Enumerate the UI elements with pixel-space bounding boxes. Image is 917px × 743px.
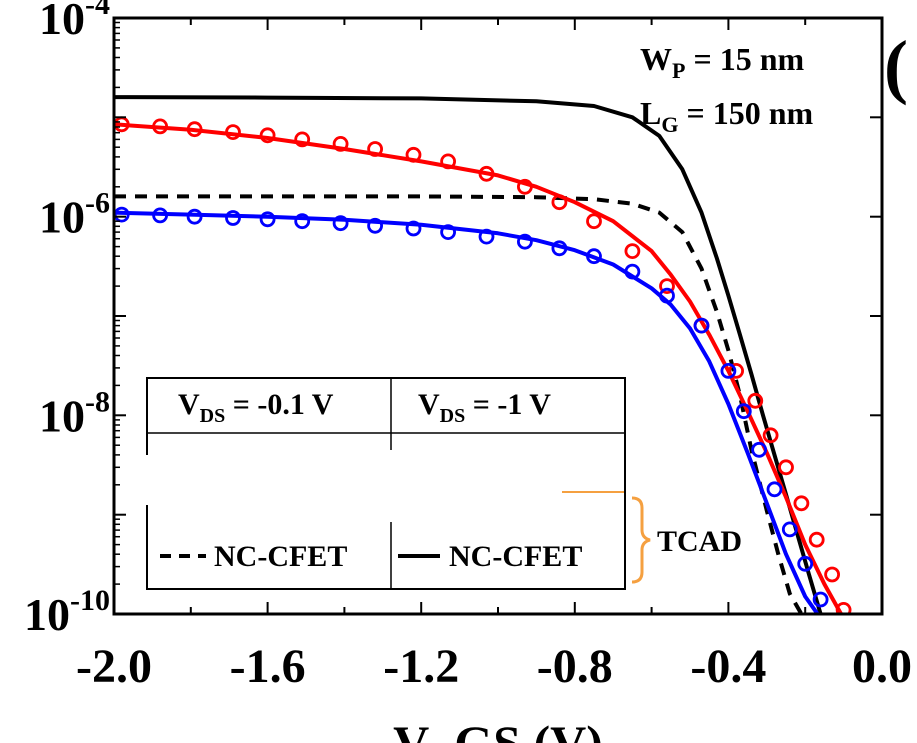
annotation-lg: LG = 150 nm xyxy=(640,95,814,137)
series-5-marker xyxy=(781,521,798,538)
series-4-marker xyxy=(659,278,675,295)
panel-tag: ( xyxy=(884,26,908,106)
legend-col2-header: VDS = -1 V xyxy=(418,388,551,427)
legend-col1-header-sub: DS xyxy=(200,405,226,427)
series-4-marker xyxy=(186,121,203,138)
series-5-marker xyxy=(332,215,349,232)
series-4-marker xyxy=(517,178,533,195)
x-tick-label: 0.0 xyxy=(852,640,912,693)
y-tick-label: 10-10 xyxy=(24,584,110,640)
x-tick-labels: -2.0 -1.6 -1.2 -0.8 -0.4 0.0 xyxy=(76,640,912,693)
legend-frame xyxy=(146,377,626,590)
legend-col2-label: NC-CFET xyxy=(449,540,582,573)
series-5-marker xyxy=(693,317,710,334)
series-5-marker xyxy=(259,211,276,228)
series-4-marker xyxy=(728,362,744,379)
y-tick-label: 10-4 xyxy=(39,0,110,44)
series-4-marker xyxy=(440,153,457,170)
series-5-marker xyxy=(720,362,737,379)
legend-bracket-label: TCAD xyxy=(657,525,742,558)
series-4-marker xyxy=(259,127,276,144)
series-4-marker xyxy=(405,146,422,163)
series-0-line xyxy=(114,194,804,614)
series-5-marker xyxy=(766,481,783,498)
series-4-marker xyxy=(778,459,794,476)
y-tick-label: 10-6 xyxy=(39,187,110,243)
series-4-marker xyxy=(762,427,779,444)
y-tick-labels: 10-4 10-6 10-8 10-10 xyxy=(24,0,110,640)
series-5-marker xyxy=(517,233,533,250)
series-4-marker xyxy=(586,213,602,230)
series-5-marker xyxy=(152,207,169,224)
series-4-marker xyxy=(624,243,641,260)
x-tick-label: -1.2 xyxy=(383,640,459,693)
legend-orange-bracket xyxy=(631,496,651,584)
series-5-marker xyxy=(225,210,241,226)
x-tick-label: -1.6 xyxy=(230,640,306,693)
series-4-marker xyxy=(853,626,866,639)
series-5-marker xyxy=(367,217,384,234)
series-4-marker xyxy=(793,495,810,512)
series-5-marker xyxy=(405,220,422,237)
series-4-marker xyxy=(808,531,825,548)
series-5-marker xyxy=(812,591,829,608)
series-4-marker xyxy=(747,392,764,409)
series-4-marker xyxy=(367,141,384,157)
x-tick-label: -0.8 xyxy=(537,640,613,693)
series-4-marker xyxy=(225,124,241,141)
series-5-marker xyxy=(735,403,752,420)
annotation-wp-sub: P xyxy=(672,58,685,83)
annotation-lg-sub: G xyxy=(661,112,678,137)
series-5-marker xyxy=(751,441,767,458)
series-4-marker xyxy=(824,566,840,583)
series-4-marker xyxy=(294,131,311,148)
y-tick-label: 10-8 xyxy=(39,385,110,441)
series-5-marker xyxy=(829,623,842,636)
series-4-marker xyxy=(551,194,568,211)
series-4-marker xyxy=(152,118,169,135)
series-5-marker xyxy=(797,555,814,572)
series-5-marker xyxy=(586,248,602,265)
series-4-marker xyxy=(478,165,495,182)
x-tick-label: -2.0 xyxy=(76,640,152,693)
series-4-marker xyxy=(835,602,852,614)
x-axis-label: V_GS (V) xyxy=(393,715,603,743)
series-5-marker xyxy=(186,208,203,225)
legend: VDS = -0.1 V VDS = -1 V NC-CFET NC-CFET … xyxy=(145,377,742,590)
series-5-marker xyxy=(294,213,311,230)
series-5-marker xyxy=(659,287,675,304)
series-layer xyxy=(114,95,866,639)
x-tick-label: -0.4 xyxy=(690,640,766,693)
legend-col1-label: NC-CFET xyxy=(214,540,347,573)
series-5-marker xyxy=(440,224,457,241)
legend-col2-header-sub: DS xyxy=(440,405,466,427)
legend-col1-header: VDS = -0.1 V xyxy=(178,388,334,427)
series-5-marker xyxy=(624,263,641,280)
tick-layer xyxy=(113,17,883,615)
series-5-marker xyxy=(551,240,568,257)
series-5-marker xyxy=(478,228,495,245)
annotation-wp: WP = 15 nm xyxy=(640,41,804,83)
series-4-marker xyxy=(332,135,349,152)
